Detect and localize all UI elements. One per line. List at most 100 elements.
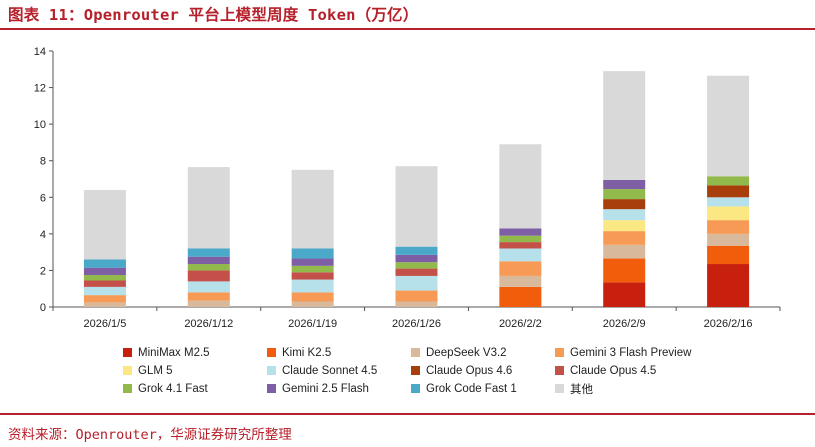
legend-label: MiniMax M2.5 bbox=[138, 346, 210, 359]
bar-segment bbox=[603, 258, 646, 283]
bar-segment bbox=[603, 209, 646, 221]
bar-segment bbox=[187, 256, 230, 265]
bar-segment bbox=[499, 242, 542, 249]
bar-segment bbox=[291, 279, 334, 293]
x-tick-label: 2026/2/9 bbox=[603, 318, 646, 330]
x-tick-label: 2026/2/2 bbox=[499, 318, 542, 330]
x-tick-label: 2026/2/16 bbox=[704, 318, 753, 330]
legend-item: Claude Opus 4.5 bbox=[555, 363, 723, 378]
bar-segment bbox=[707, 185, 750, 198]
y-tick-label: 8 bbox=[40, 156, 46, 168]
bar-segment bbox=[499, 228, 542, 236]
legend-label: Grok 4.1 Fast bbox=[138, 382, 208, 395]
bar-segment bbox=[291, 272, 334, 280]
legend-swatch bbox=[555, 366, 564, 375]
legend-item: Kimi K2.5 bbox=[267, 345, 411, 360]
source-rule bbox=[0, 413, 815, 415]
legend-label: Claude Sonnet 4.5 bbox=[282, 364, 378, 377]
legend-swatch bbox=[267, 348, 276, 357]
y-tick-label: 4 bbox=[40, 229, 46, 241]
legend-item: Gemini 3 Flash Preview bbox=[555, 345, 723, 360]
legend-label: Claude Opus 4.5 bbox=[570, 364, 657, 377]
legend-item: DeepSeek V3.2 bbox=[411, 345, 555, 360]
legend-item: 其他 bbox=[555, 381, 723, 396]
bar-segment bbox=[187, 270, 230, 282]
x-tick-label: 2026/1/26 bbox=[392, 318, 441, 330]
bar-segment bbox=[603, 282, 646, 307]
bar-segment bbox=[395, 275, 438, 291]
bar-segment bbox=[291, 169, 334, 249]
bar-segment bbox=[707, 233, 750, 246]
bar-segment bbox=[395, 268, 438, 276]
bar-segment bbox=[707, 197, 750, 207]
legend-swatch bbox=[411, 366, 420, 375]
legend-swatch bbox=[555, 384, 564, 393]
bar-segment bbox=[187, 264, 230, 271]
bar-segment bbox=[707, 264, 750, 307]
legend-item: Claude Sonnet 4.5 bbox=[267, 363, 411, 378]
bar-segment bbox=[707, 206, 750, 221]
y-tick-label: 0 bbox=[40, 302, 46, 314]
bar-segment bbox=[603, 71, 646, 180]
bar-segment bbox=[395, 262, 438, 269]
legend-item: GLM 5 bbox=[123, 363, 267, 378]
legend-label: Gemini 2.5 Flash bbox=[282, 382, 369, 395]
legend-label: DeepSeek V3.2 bbox=[426, 346, 507, 359]
bar-segment bbox=[291, 292, 334, 302]
bar-segment bbox=[83, 286, 126, 296]
x-tick-label: 2026/1/19 bbox=[288, 318, 337, 330]
bar-segment bbox=[83, 267, 126, 275]
legend-swatch bbox=[123, 348, 132, 357]
legend-swatch bbox=[123, 384, 132, 393]
bar-segment bbox=[603, 231, 646, 245]
legend-label: 其他 bbox=[570, 383, 593, 396]
y-tick-label: 14 bbox=[34, 46, 46, 58]
x-tick-label: 2026/1/5 bbox=[84, 318, 127, 330]
stacked-bar-chart: 0 2 4 6 8 10 12 14 2026/1/5 2026/1/12 2026/1/19 202… bbox=[34, 46, 781, 330]
legend-label: Gemini 3 Flash Preview bbox=[570, 346, 692, 359]
bar-segment bbox=[603, 199, 646, 210]
y-tick-label: 6 bbox=[40, 192, 46, 204]
x-tick-label: 2026/1/12 bbox=[184, 318, 233, 330]
bar-segment bbox=[187, 248, 230, 257]
figure-title: 图表 11：Openrouter 平台上模型周度 Token（万亿） bbox=[8, 6, 419, 24]
bar-segment bbox=[83, 189, 126, 260]
legend-swatch bbox=[411, 384, 420, 393]
bar-segment bbox=[83, 280, 126, 287]
legend-item: MiniMax M2.5 bbox=[123, 345, 267, 360]
y-tick-label: 2 bbox=[40, 265, 46, 277]
chart-legend: MiniMax M2.5 Kimi K2.5 DeepSeek V3.2 Gemini… bbox=[123, 345, 723, 396]
legend-swatch bbox=[411, 348, 420, 357]
bar-segment bbox=[395, 246, 438, 255]
bar-segment bbox=[83, 302, 126, 307]
legend-label: Grok Code Fast 1 bbox=[426, 382, 517, 395]
y-tick-label: 10 bbox=[34, 119, 46, 131]
legend-label: Kimi K2.5 bbox=[282, 346, 332, 359]
bar-segment bbox=[291, 301, 334, 307]
bar-segment bbox=[499, 144, 542, 229]
bar-segment bbox=[707, 220, 750, 234]
bar-segment bbox=[603, 220, 646, 232]
bar-segment bbox=[499, 235, 542, 243]
bar-segment bbox=[499, 275, 542, 287]
bar-segment bbox=[603, 189, 646, 200]
bar-segment bbox=[499, 248, 542, 262]
bar-segment bbox=[83, 275, 126, 281]
y-tick-label: 12 bbox=[34, 83, 46, 95]
bar-segment bbox=[603, 244, 646, 259]
bar-segment bbox=[707, 176, 750, 186]
legend-item: Claude Opus 4.6 bbox=[411, 363, 555, 378]
bar-segment bbox=[707, 245, 750, 265]
legend-label: Claude Opus 4.6 bbox=[426, 364, 513, 377]
bar-segment bbox=[499, 286, 542, 307]
bar-segment bbox=[291, 248, 334, 259]
bar-segment bbox=[187, 167, 230, 249]
bar-segment bbox=[187, 292, 230, 301]
legend-swatch bbox=[267, 366, 276, 375]
bar-segment bbox=[187, 281, 230, 293]
legend-swatch bbox=[267, 384, 276, 393]
bar-segment bbox=[291, 265, 334, 273]
bar-segment bbox=[395, 254, 438, 263]
bar-segment bbox=[395, 166, 438, 247]
legend-item: Gemini 2.5 Flash bbox=[267, 381, 411, 396]
